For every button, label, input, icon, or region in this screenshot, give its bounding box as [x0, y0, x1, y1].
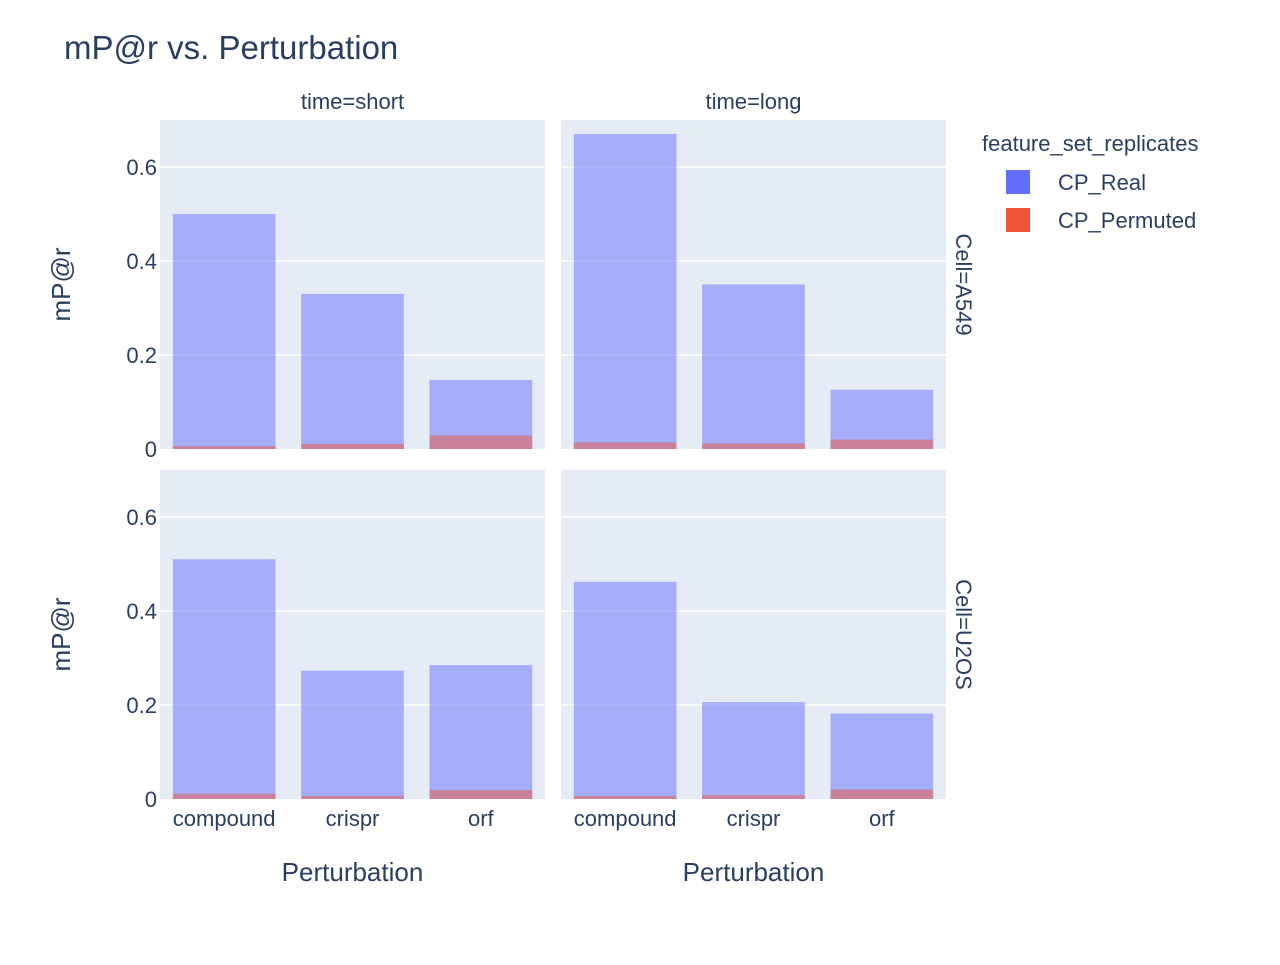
- bar-cp-real-r1c1-compound: [573, 581, 677, 799]
- bar-cp-real-r0c1-compound: [573, 134, 677, 449]
- bar-cp-real-r1c0-compound: [172, 559, 276, 799]
- bar-cp-real-r0c1-crispr: [702, 284, 805, 449]
- legend-label-cp-permuted: CP_Permuted: [1058, 208, 1196, 233]
- legend-swatch-cp-permuted: [1006, 208, 1030, 232]
- y-axis-title-row1: mP@r: [46, 597, 76, 671]
- bar-cp-permuted-r0c1-compound: [573, 442, 677, 449]
- y-tick-label-row1-1: 0.2: [126, 693, 157, 718]
- bar-cp-real-r1c1-crispr: [702, 702, 805, 799]
- x-tick-label-col1-compound: compound: [574, 806, 677, 831]
- bar-cp-permuted-r1c1-orf: [830, 789, 934, 799]
- bar-cp-permuted-r0c0-crispr: [301, 443, 404, 449]
- y-tick-label-row1-0: 0: [145, 787, 157, 812]
- y-tick-label-row0-3: 0.6: [126, 155, 157, 180]
- bar-cp-permuted-r1c1-compound: [573, 796, 677, 799]
- bar-cp-real-r0c1-orf: [830, 389, 934, 449]
- bar-cp-real-r1c0-orf: [429, 665, 533, 799]
- x-tick-label-col0-compound: compound: [173, 806, 276, 831]
- bar-cp-permuted-r0c1-crispr: [702, 443, 805, 449]
- bar-cp-real-r0c0-compound: [172, 214, 276, 449]
- bar-cp-permuted-r1c0-crispr: [301, 796, 404, 799]
- y-tick-label-row1-3: 0.6: [126, 505, 157, 530]
- bar-cp-real-r1c0-crispr: [301, 670, 404, 799]
- y-axis-title-row0: mP@r: [46, 247, 76, 321]
- bar-cp-permuted-r0c1-orf: [830, 439, 934, 449]
- x-axis-title-col0: Perturbation: [282, 857, 424, 887]
- legend-title: feature_set_replicates: [982, 131, 1198, 156]
- facet-column-label-time-long: time=long: [705, 89, 801, 114]
- legend-swatch-cp-real: [1006, 170, 1030, 194]
- facet-column-label-time-short: time=short: [301, 89, 404, 114]
- x-tick-label-col0-crispr: crispr: [326, 806, 380, 831]
- x-tick-label-col0-orf: orf: [468, 806, 495, 831]
- chart-title: mP@r vs. Perturbation: [64, 29, 398, 66]
- facet-row-label-cell-u2os: Cell=U2OS: [951, 579, 976, 690]
- bar-cp-permuted-r1c0-orf: [429, 790, 533, 799]
- x-tick-label-col1-crispr: crispr: [727, 806, 781, 831]
- y-tick-label-row1-2: 0.4: [126, 599, 157, 624]
- bar-cp-real-r0c0-crispr: [301, 293, 404, 449]
- bar-cp-permuted-r1c1-crispr: [702, 795, 805, 799]
- bar-cp-real-r1c1-orf: [830, 713, 934, 799]
- bar-cp-permuted-r0c0-compound: [172, 446, 276, 449]
- bar-cp-permuted-r1c0-compound: [172, 793, 276, 799]
- y-tick-label-row0-0: 0: [145, 437, 157, 462]
- y-tick-label-row0-1: 0.2: [126, 343, 157, 368]
- x-axis-title-col1: Perturbation: [683, 857, 825, 887]
- legend-label-cp-real: CP_Real: [1058, 170, 1146, 195]
- y-tick-label-row0-2: 0.4: [126, 249, 157, 274]
- bar-cp-permuted-r0c0-orf: [429, 435, 533, 449]
- x-tick-label-col1-orf: orf: [869, 806, 896, 831]
- facet-row-label-cell-a549: Cell=A549: [951, 233, 976, 335]
